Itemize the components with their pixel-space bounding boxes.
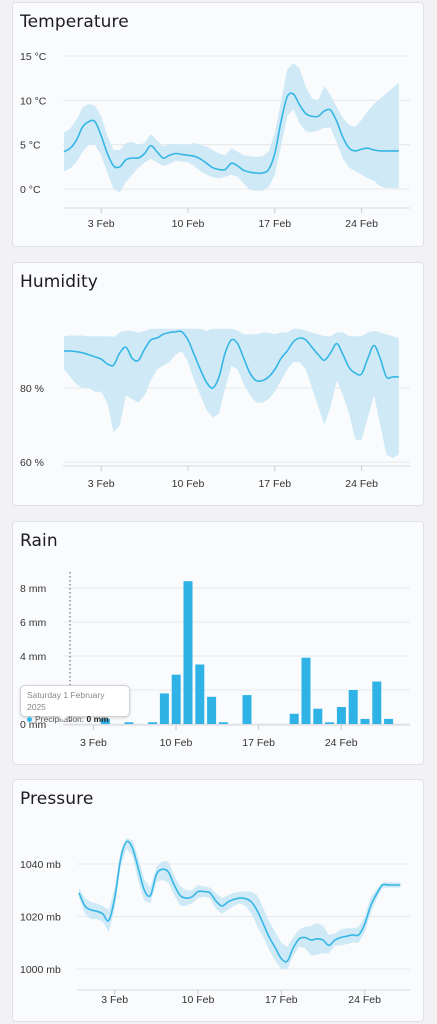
pressure-ytick-0: 1000 mb xyxy=(20,964,61,976)
rain-xtick-0: 3 Feb xyxy=(80,737,107,749)
humidity-range-band xyxy=(64,328,399,459)
tooltip-arrow xyxy=(57,715,69,722)
series-dot-icon xyxy=(27,717,32,723)
temperature-xtick-0: 3 Feb xyxy=(88,218,115,230)
tooltip-value: 0 mm xyxy=(86,714,109,724)
humidity-ytick-0: 60 % xyxy=(20,457,44,469)
temperature-xtick-2: 17 Feb xyxy=(258,218,291,230)
rain-ytick-3: 6 mm xyxy=(20,617,47,629)
rain-bar-4 xyxy=(100,718,110,724)
temperature-title: Temperature xyxy=(20,12,129,32)
rain-bar-23 xyxy=(325,722,335,724)
temperature-ytick-0: 0 °C xyxy=(20,184,41,196)
humidity-ytick-1: 80 % xyxy=(20,383,44,395)
rain-tooltip: Saturday 1 February 2025 Precipitation: … xyxy=(20,685,130,724)
temperature-line xyxy=(63,92,399,175)
tooltip-date: Saturday 1 February 2025 xyxy=(27,690,105,712)
rain-xtick-3: 24 Feb xyxy=(325,737,358,749)
rain-bar-8 xyxy=(148,722,158,724)
pressure-card: 1000 mb 1020 mb 1040 mb 3 Feb 10 Feb 17 Feb 24… xyxy=(12,779,424,1022)
pressure-range-band xyxy=(79,837,401,969)
rain-bar-11 xyxy=(183,581,193,724)
rain-bar-21 xyxy=(301,657,311,724)
rain-bar-12 xyxy=(195,664,205,724)
rain-ytick-4: 8 mm xyxy=(20,583,47,595)
rain-xtick-1: 10 Feb xyxy=(160,737,193,749)
temperature-ytick-2: 10 °C xyxy=(20,95,47,107)
pressure-xtick-1: 10 Feb xyxy=(182,994,215,1006)
pressure-ytick-2: 1040 mb xyxy=(20,859,61,871)
humidity-xtick-3: 24 Feb xyxy=(345,478,378,490)
pressure-title: Pressure xyxy=(20,789,94,809)
rain-title: Rain xyxy=(20,531,58,551)
pressure-xtick-0: 3 Feb xyxy=(101,994,128,1006)
humidity-card: 60 % 80 % 3 Feb 10 Feb 17 Feb 24 Feb Humidity xyxy=(12,262,424,506)
tooltip-row: Precipitation: 0 mm xyxy=(27,713,123,725)
rain-bar-24 xyxy=(336,707,346,724)
rain-ytick-0: 0 mm xyxy=(20,719,47,731)
rain-bar-9 xyxy=(159,693,169,724)
humidity-chart: 60 % 80 % 3 Feb 10 Feb 17 Feb 24 Feb xyxy=(20,328,410,490)
rain-bar-20 xyxy=(289,713,299,724)
humidity-line xyxy=(63,330,399,389)
humidity-xtick-0: 3 Feb xyxy=(88,478,115,490)
temperature-chart: 0 °C 5 °C 10 °C 15 °C 3 Feb 10 Feb 17 Feb 24 Fe… xyxy=(20,51,410,230)
temperature-xtick-3: 24 Feb xyxy=(345,218,378,230)
humidity-xtick-2: 17 Feb xyxy=(258,478,291,490)
rain-ytick-2: 4 mm xyxy=(20,651,47,663)
rain-bar-28 xyxy=(384,718,394,724)
rain-bar-16 xyxy=(242,695,252,724)
humidity-xtick-1: 10 Feb xyxy=(172,478,205,490)
rain-bar-25 xyxy=(348,690,358,724)
temperature-ytick-1: 5 °C xyxy=(20,140,41,152)
temperature-range-band xyxy=(64,63,399,193)
rain-xtick-2: 17 Feb xyxy=(242,737,275,749)
rain-bar-26 xyxy=(360,718,370,724)
pressure-chart: 1000 mb 1020 mb 1040 mb 3 Feb 10 Feb 17 Feb 24… xyxy=(20,837,410,1006)
temperature-card: 0 °C 5 °C 10 °C 15 °C 3 Feb 10 Feb 17 Feb 24 Fe… xyxy=(12,2,424,247)
temperature-xtick-1: 10 Feb xyxy=(172,218,205,230)
rain-bar-14 xyxy=(218,722,228,724)
rain-bar-10 xyxy=(171,674,181,724)
rain-bar-13 xyxy=(207,696,217,724)
pressure-xtick-2: 17 Feb xyxy=(265,994,298,1006)
rain-bar-22 xyxy=(313,708,323,724)
pressure-line xyxy=(78,840,401,963)
rain-bar-27 xyxy=(372,681,382,724)
humidity-title: Humidity xyxy=(20,272,98,292)
rain-bar-6 xyxy=(124,722,134,724)
pressure-ytick-1: 1020 mb xyxy=(20,912,61,924)
pressure-xtick-3: 24 Feb xyxy=(348,994,381,1006)
temperature-ytick-3: 15 °C xyxy=(20,51,47,63)
